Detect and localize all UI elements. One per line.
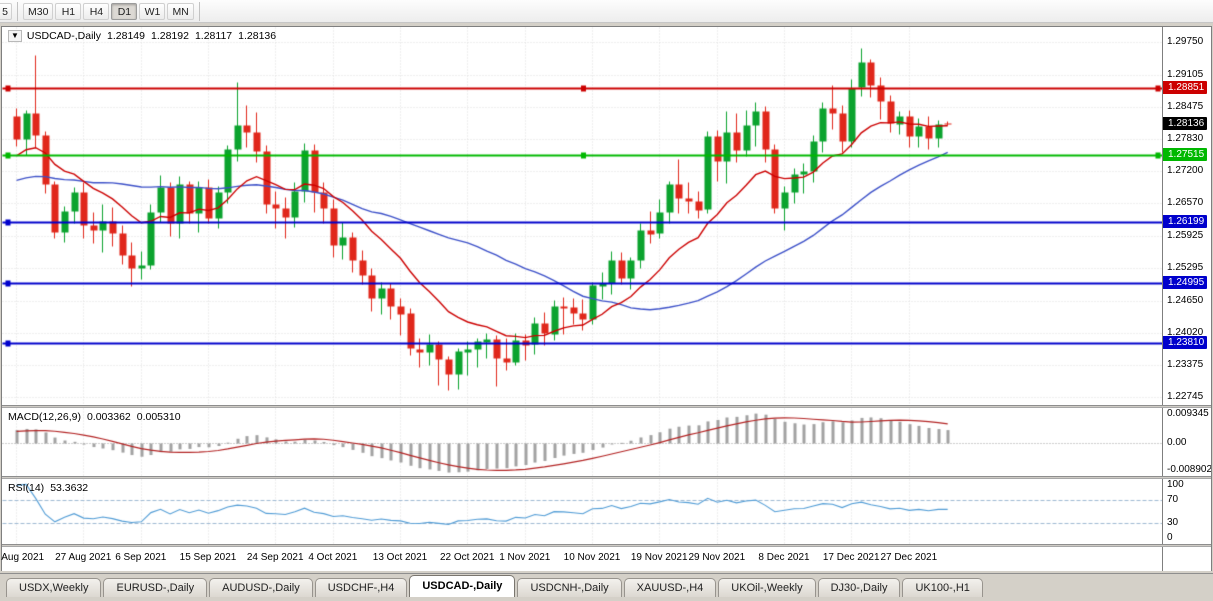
macd-canvas[interactable] (2, 408, 1162, 476)
macd-tick-label: -0.008902 (1167, 464, 1211, 475)
macd-tick-label: 0.00 (1167, 436, 1187, 448)
chart-tab-usdx-weekly[interactable]: USDX,Weekly (6, 578, 102, 597)
price-tick-label: 1.25925 (1167, 230, 1204, 241)
level-price-label: 1.27515 (1163, 148, 1208, 162)
price-tick-label: 1.22745 (1167, 391, 1204, 403)
date-tick-label: 27 Aug 2021 (55, 552, 112, 563)
date-tick-label: 1 Nov 2021 (499, 552, 551, 563)
level-price-label: 1.23810 (1163, 336, 1208, 350)
chart-tab-eurusd-daily[interactable]: EURUSD-,Daily (103, 578, 208, 597)
price-tick-label: 1.28475 (1167, 100, 1204, 112)
rsi-pane: RSI(14) 53.3632 100 70 30 0 (2, 479, 1211, 544)
level-price-label: 1.26199 (1163, 215, 1208, 229)
macd-tick-label: 0.009345 (1167, 408, 1209, 419)
price-tick-label: 1.27200 (1167, 165, 1204, 177)
rsi-tick-label: 30 (1167, 517, 1179, 529)
timeframe-button-h4[interactable]: H4 (83, 2, 110, 20)
rsi-tick-label: 70 (1167, 493, 1179, 505)
level-price-label: 1.24995 (1163, 276, 1208, 290)
pane-splitter-macd[interactable] (2, 405, 1211, 408)
price-tick-label: 1.26570 (1167, 197, 1204, 209)
date-tick-label: 19 Nov 2021 (630, 552, 688, 563)
price-axis[interactable]: 1.29750 1.29105 1.28475 1.27830 1.27200 1.265… (1163, 27, 1211, 405)
chart-tab-audusd-daily[interactable]: AUDUSD-,Daily (209, 578, 313, 597)
price-chart-canvas[interactable] (2, 27, 1162, 405)
rsi-canvas[interactable] (2, 479, 1162, 544)
pane-splitter-rsi[interactable] (2, 476, 1211, 479)
date-tick-label: 4 Oct 2021 (308, 552, 358, 563)
toolbar-separator (198, 1, 200, 21)
rsi-tick-label: 100 (1167, 479, 1184, 490)
rsi-plot-area[interactable]: RSI(14) 53.3632 (2, 479, 1163, 544)
date-tick-label: 22 Oct 2021 (439, 552, 495, 563)
date-tick-label: 6 Sep 2021 (115, 552, 167, 563)
date-tick-label: 13 Oct 2021 (372, 552, 428, 563)
price-tick-label: 1.29105 (1167, 68, 1204, 80)
toolbar-separator (17, 1, 18, 21)
chart-tab-ukoil-weekly[interactable]: UKOil-,Weekly (718, 578, 816, 597)
one-click-trading-arrow-icon[interactable]: ▼ (8, 30, 22, 42)
price-pane: ▼ USDCAD-,Daily 1.28149 1.28192 1.28117 … (2, 27, 1211, 405)
date-tick-label: 29 Nov 2021 (688, 552, 746, 563)
rsi-tick-label: 0 (1167, 532, 1173, 543)
macd-plot-area[interactable]: MACD(12,26,9) 0.003362 0.005310 (2, 408, 1163, 476)
date-tick-label: 8 Dec 2021 (758, 552, 810, 563)
level-price-label: 1.28851 (1163, 80, 1208, 94)
timeframe-button-w1[interactable]: W1 (139, 2, 166, 20)
date-tick-label: 24 Sep 2021 (246, 552, 304, 563)
chart-tab-usdcnh-daily[interactable]: USDCNH-,Daily (517, 578, 622, 597)
price-tick-label: 1.23375 (1167, 359, 1204, 371)
timeframe-button-m30[interactable]: M30 (23, 2, 54, 20)
current-price-label: 1.28136 (1163, 116, 1208, 130)
chart-tab-xauusd-h4[interactable]: XAUUSD-,H4 (623, 578, 717, 597)
price-plot-area[interactable]: ▼ USDCAD-,Daily 1.28149 1.28192 1.28117 … (2, 27, 1163, 405)
date-tick-label: 17 Dec 2021 (822, 552, 880, 563)
price-tick-label: 1.27830 (1167, 133, 1204, 145)
price-tick-label: 1.29750 (1167, 36, 1204, 48)
pane-splitter-dates (2, 544, 1211, 547)
chart-tab-uk100-h1[interactable]: UK100-,H1 (902, 578, 983, 597)
timeframe-button-5[interactable]: 5 (0, 2, 12, 20)
axis-corner (1163, 547, 1211, 571)
chart-window: ▼ USDCAD-,Daily 1.28149 1.28192 1.28117 … (0, 26, 1212, 571)
timeframe-toolbar: 5 M30 H1 H4 D1 W1 MN (0, 0, 1213, 23)
date-tick-label: 18 Aug 2021 (0, 552, 45, 563)
date-tick-label: 27 Dec 2021 (880, 552, 938, 563)
chart-tab-bar: USDX,Weekly EURUSD-,Daily AUDUSD-,Daily USD… (0, 573, 1213, 597)
macd-pane: MACD(12,26,9) 0.003362 0.005310 0.009345… (2, 408, 1211, 476)
timeframe-button-mn[interactable]: MN (167, 2, 194, 20)
price-tick-label: 1.24020 (1167, 326, 1204, 338)
price-tick-label: 1.25295 (1167, 261, 1204, 273)
macd-axis[interactable]: 0.009345 0.00 -0.008902 (1163, 408, 1211, 476)
date-tick-label: 15 Sep 2021 (179, 552, 237, 563)
rsi-axis[interactable]: 100 70 30 0 (1163, 479, 1211, 544)
timeframe-button-h1[interactable]: H1 (55, 2, 82, 20)
chart-tab-usdcad-daily[interactable]: USDCAD-,Daily (409, 575, 516, 597)
timeframe-button-d1[interactable]: D1 (111, 2, 138, 20)
chart-tab-usdchf-h4[interactable]: USDCHF-,H4 (314, 578, 408, 597)
price-tick-label: 1.24650 (1167, 294, 1204, 306)
date-tick-label: 10 Nov 2021 (563, 552, 621, 563)
chart-tab-dj30-daily[interactable]: DJ30-,Daily (817, 578, 901, 597)
